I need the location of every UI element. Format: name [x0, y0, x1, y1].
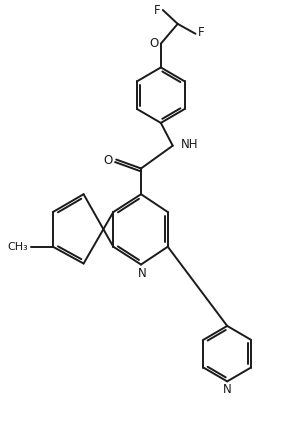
Text: F: F [154, 4, 161, 17]
Text: O: O [103, 154, 112, 167]
Text: N: N [138, 267, 147, 280]
Text: NH: NH [181, 138, 198, 151]
Text: N: N [223, 383, 231, 396]
Text: F: F [197, 26, 204, 39]
Text: O: O [150, 37, 159, 50]
Text: CH₃: CH₃ [8, 242, 28, 252]
